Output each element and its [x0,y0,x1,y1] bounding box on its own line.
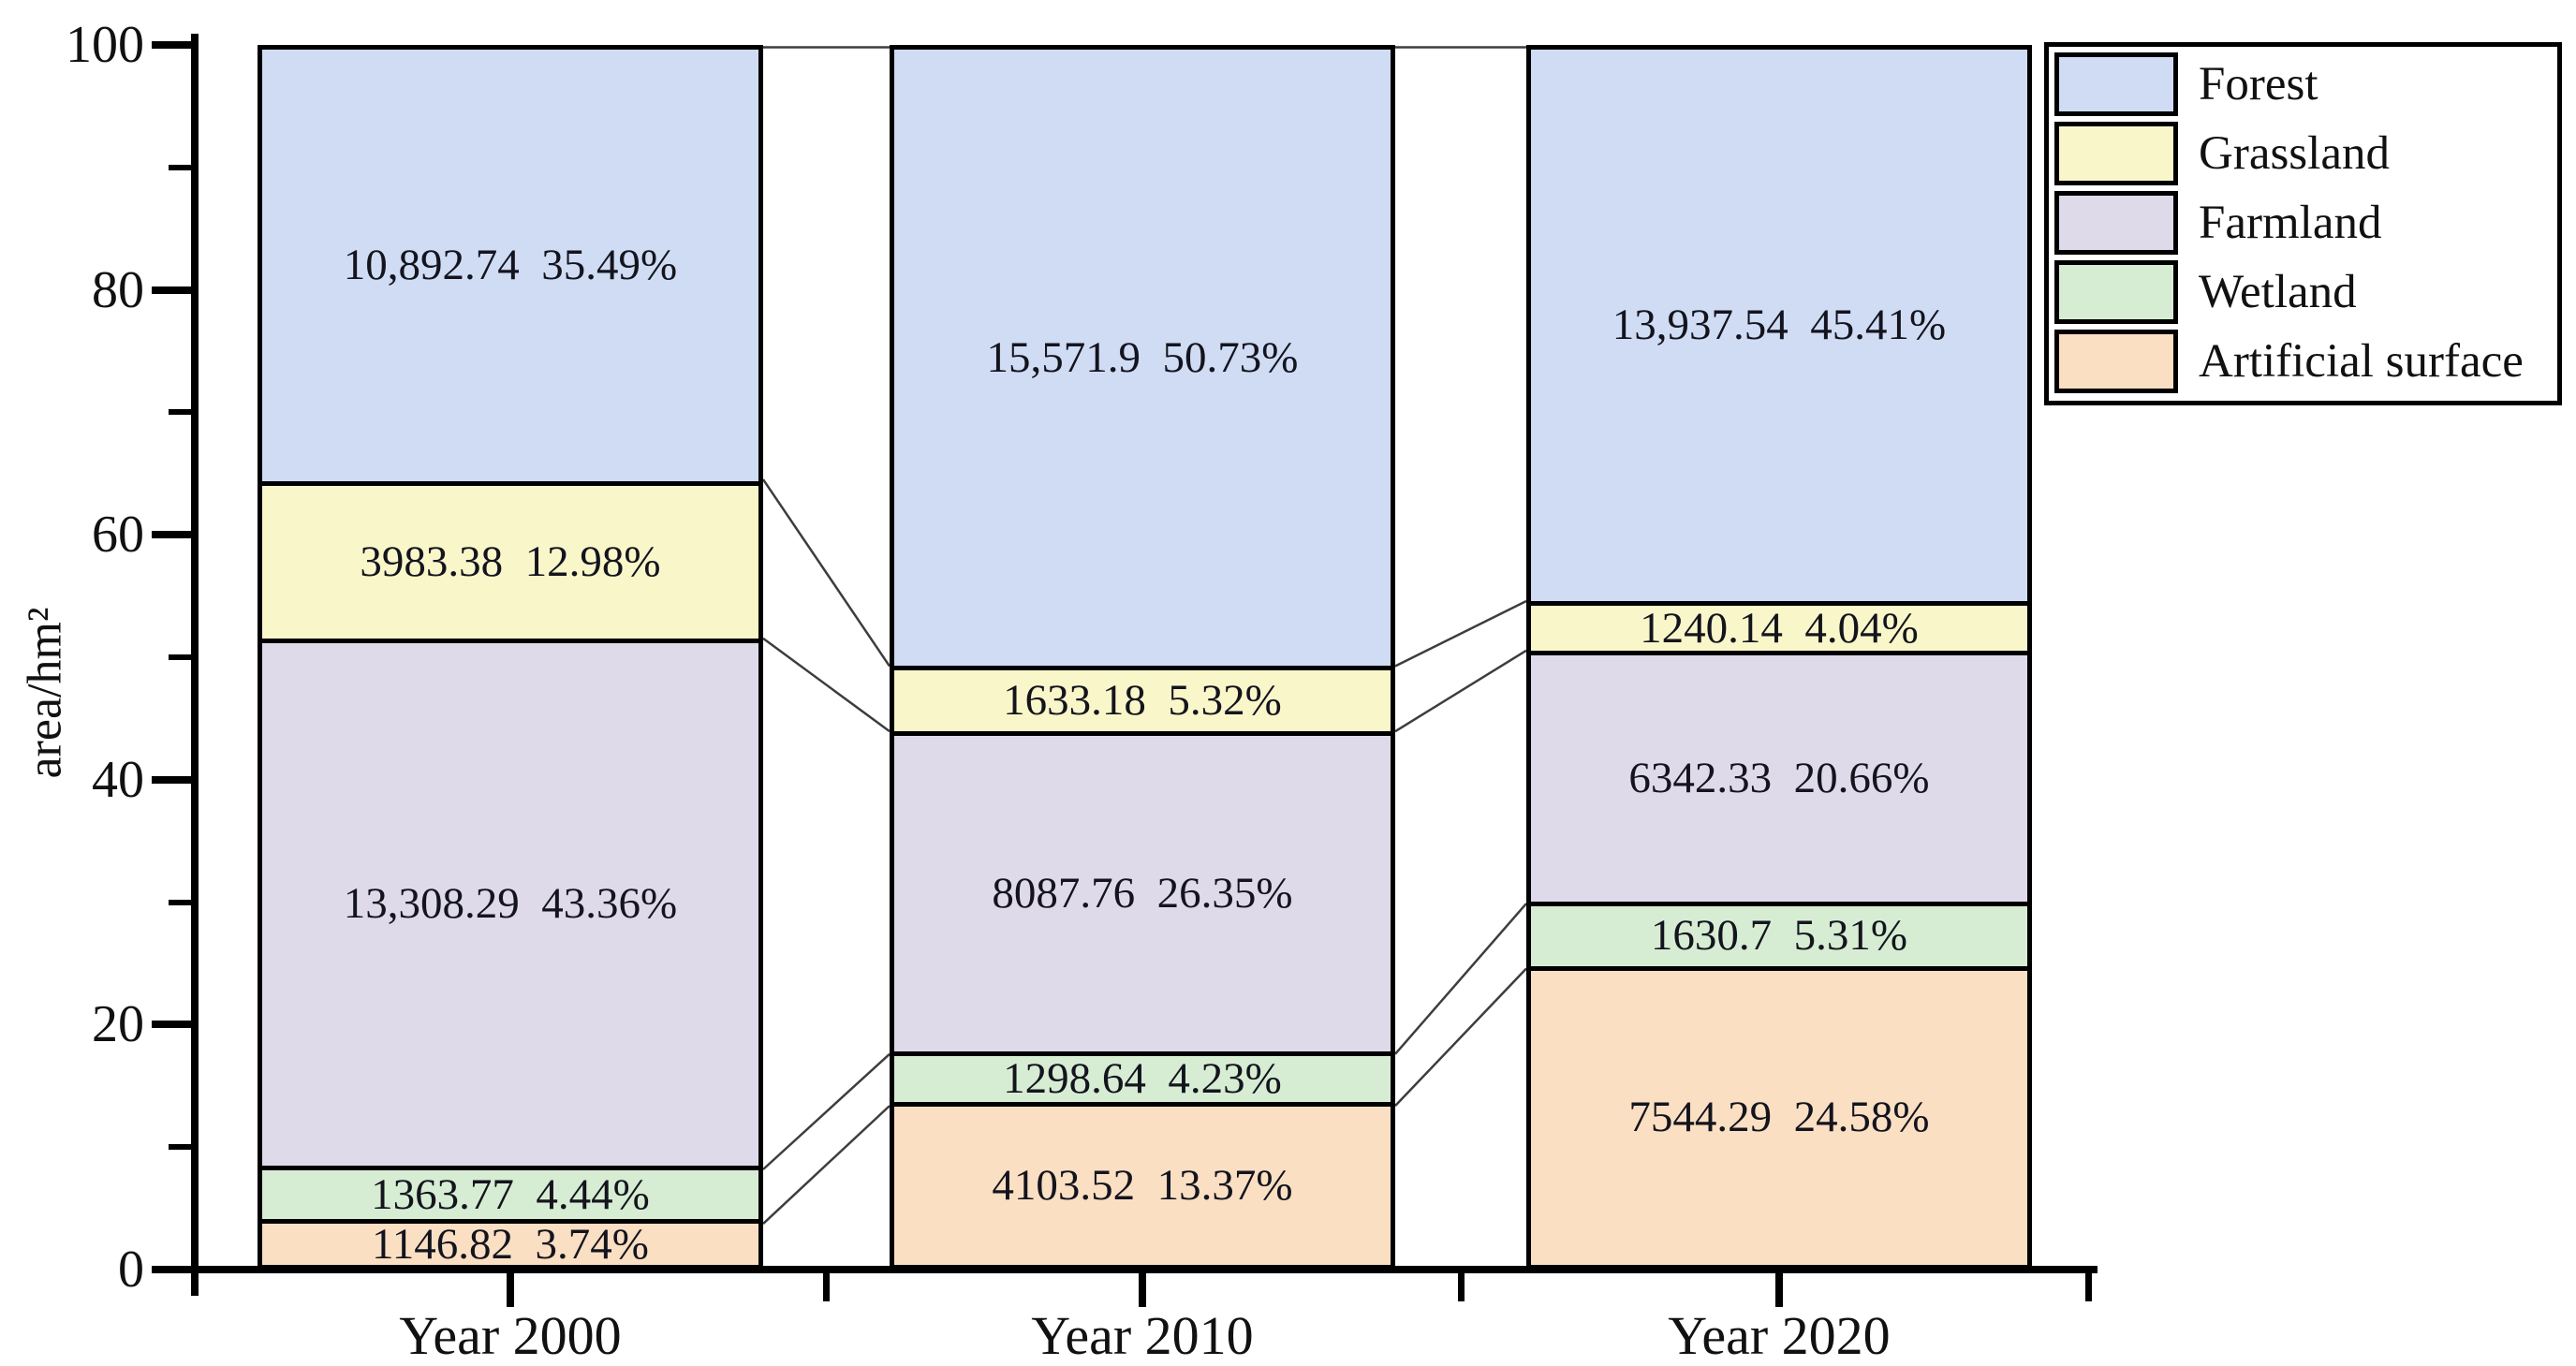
connector-line [1394,903,1527,1055]
legend-label: Grassland [2199,126,2390,180]
segment-label: 7544.29 24.58% [1628,1093,1930,1142]
legend-item-forest: Forest [2054,51,2554,117]
connector-line [1394,599,1527,668]
segment-forest: 10,892.74 35.49% [262,50,758,481]
x-axis-label: Year 2000 [399,1305,622,1366]
segment-label: 4103.52 13.37% [992,1161,1293,1211]
segment-label: 1633.18 5.32% [1003,675,1282,725]
y-major-tick [152,286,191,294]
x-major-tick [1775,1273,1783,1307]
segment-farmland: 13,308.29 43.36% [262,639,758,1166]
segment-grassland: 1633.18 5.32% [894,666,1391,731]
y-major-tick [152,775,191,784]
y-tick-label: 20 [92,995,144,1054]
legend: Forest Grassland Farmland Wetland Artificial… [2044,42,2562,405]
legend-swatch [2054,122,2178,185]
y-minor-tick [169,1144,191,1151]
segment-label: 1363.77 4.44% [371,1169,650,1219]
y-major-tick [152,1021,191,1029]
connector-line [761,478,891,668]
segment-label: 1240.14 4.04% [1640,603,1919,653]
x-axis-line [153,1266,2098,1273]
y-minor-tick [169,409,191,416]
segment-label: 1146.82 3.74% [372,1219,649,1269]
legend-swatch [2054,52,2178,116]
y-major-tick [152,531,191,539]
x-minor-tick [822,1273,830,1301]
segment-label: 15,571.9 50.73% [986,332,1299,382]
segment-forest: 13,937.54 45.41% [1531,50,2027,602]
segment-grassland: 3983.38 12.98% [262,480,758,639]
legend-swatch [2054,260,2178,324]
segment-wetland: 1630.7 5.31% [1531,902,2027,966]
legend-label: Farmland [2199,196,2382,249]
y-major-tick [152,1266,191,1273]
y-axis-line [191,34,199,1296]
y-minor-tick [169,164,191,170]
segment-grassland: 1240.14 4.04% [1531,601,2027,653]
segment-forest: 15,571.9 50.73% [894,50,1391,667]
x-major-tick [1139,1273,1146,1307]
y-minor-tick [169,899,191,905]
segment-label: 6342.33 20.66% [1628,753,1930,802]
connector-line [1394,967,1527,1107]
legend-item-farmland: Farmland [2054,190,2554,256]
legend-label: Forest [2199,57,2318,110]
y-major-tick [152,41,191,49]
x-axis-label: Year 2020 [1668,1305,1891,1366]
y-tick-label: 60 [92,506,144,565]
x-minor-tick [2084,1273,2092,1301]
y-minor-tick [169,654,191,660]
bar-year-2020: 13,937.54 45.41% 1240.14 4.04% 6342.33 20.… [1526,45,2032,1270]
x-major-tick [507,1273,514,1307]
segment-label: 13,937.54 45.41% [1612,301,1947,350]
y-tick-label: 0 [118,1241,144,1299]
connector-line [762,637,891,733]
segment-label: 1630.7 5.31% [1650,911,1908,961]
segment-artificial-surface: 1146.82 3.74% [262,1219,758,1269]
segment-label: 1298.64 4.23% [1003,1053,1282,1103]
legend-label: Artificial surface [2199,334,2524,388]
legend-item-grassland: Grassland [2054,121,2554,186]
legend-item-wetland: Wetland [2054,259,2554,325]
segment-farmland: 6342.33 20.66% [1531,650,2027,903]
connector-line [1394,649,1527,733]
segment-artificial-surface: 7544.29 24.58% [1531,965,2027,1265]
y-tick-label: 40 [92,750,144,809]
segment-label: 3983.38 12.98% [360,536,661,586]
legend-item-artificial-surface: Artificial surface [2054,329,2554,394]
segment-artificial-surface: 4103.52 13.37% [894,1102,1391,1265]
segment-wetland: 1363.77 4.44% [262,1165,758,1220]
segment-label: 8087.76 26.35% [992,868,1293,918]
bar-year-2010: 15,571.9 50.73% 1633.18 5.32% 8087.76 26.3… [890,45,1395,1270]
y-tick-label: 100 [66,16,144,74]
y-tick-label: 80 [92,260,144,319]
legend-label: Wetland [2199,265,2357,318]
legend-swatch [2054,191,2178,255]
bar-year-2000: 10,892.74 35.49% 3983.38 12.98% 13,308.29 … [258,45,763,1270]
segment-farmland: 8087.76 26.35% [894,730,1391,1051]
connector-line [762,1105,891,1225]
segment-wetland: 1298.64 4.23% [894,1050,1391,1103]
legend-swatch [2054,330,2178,393]
x-axis-label: Year 2010 [1031,1305,1254,1366]
segment-label: 13,308.29 43.36% [343,879,678,929]
connector-line [762,1052,891,1170]
x-minor-tick [1457,1273,1465,1301]
segment-label: 10,892.74 35.49% [343,240,678,289]
